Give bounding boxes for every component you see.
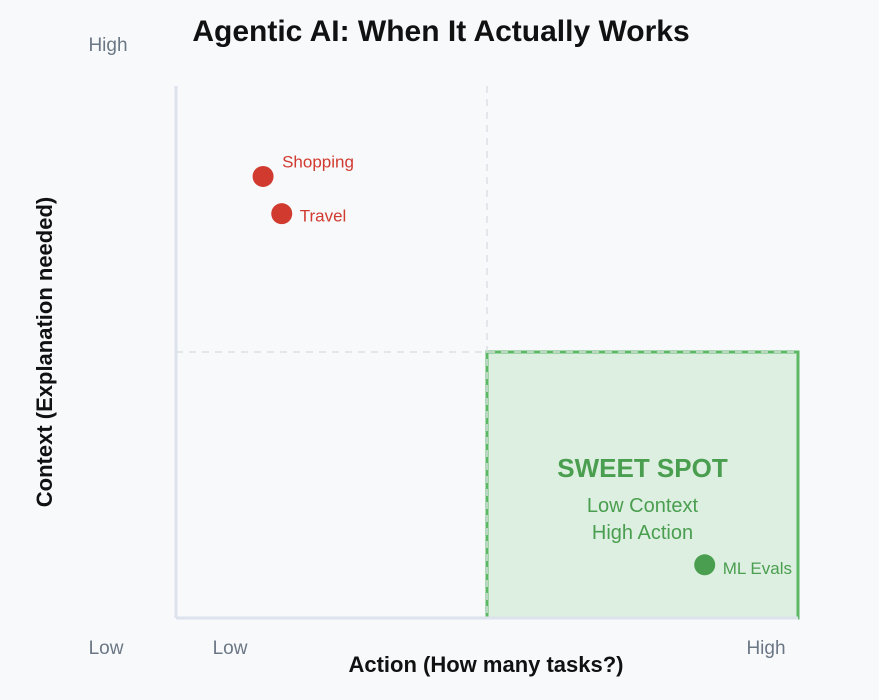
data-point-label-ml-evals: ML Evals: [723, 559, 792, 578]
x-tick-label-high: High: [746, 638, 785, 659]
y-tick-label-high: High: [88, 35, 127, 56]
y-tick-label-low: Low: [89, 638, 124, 659]
sweet-spot-line-context: Low Context: [587, 495, 699, 517]
data-point-travel: [271, 203, 293, 225]
x-axis-label: Action (How many tasks?): [348, 652, 623, 677]
sweet-spot-region: [485, 350, 800, 620]
y-axis-label: Context (Explanation needed): [32, 197, 57, 507]
sweet-spot-line-action: High Action: [592, 522, 693, 544]
data-point-label-travel: Travel: [300, 207, 347, 226]
chart-title: Agentic AI: When It Actually Works: [192, 15, 689, 48]
data-points: Shopping Travel ML Evals: [252, 152, 792, 578]
x-tick-label-low: Low: [213, 638, 248, 659]
data-point-ml-evals: [694, 554, 716, 576]
data-point-shopping: [252, 165, 274, 187]
data-point-label-shopping: Shopping: [282, 152, 354, 171]
sweet-spot-title: SWEET SPOT: [557, 453, 728, 483]
